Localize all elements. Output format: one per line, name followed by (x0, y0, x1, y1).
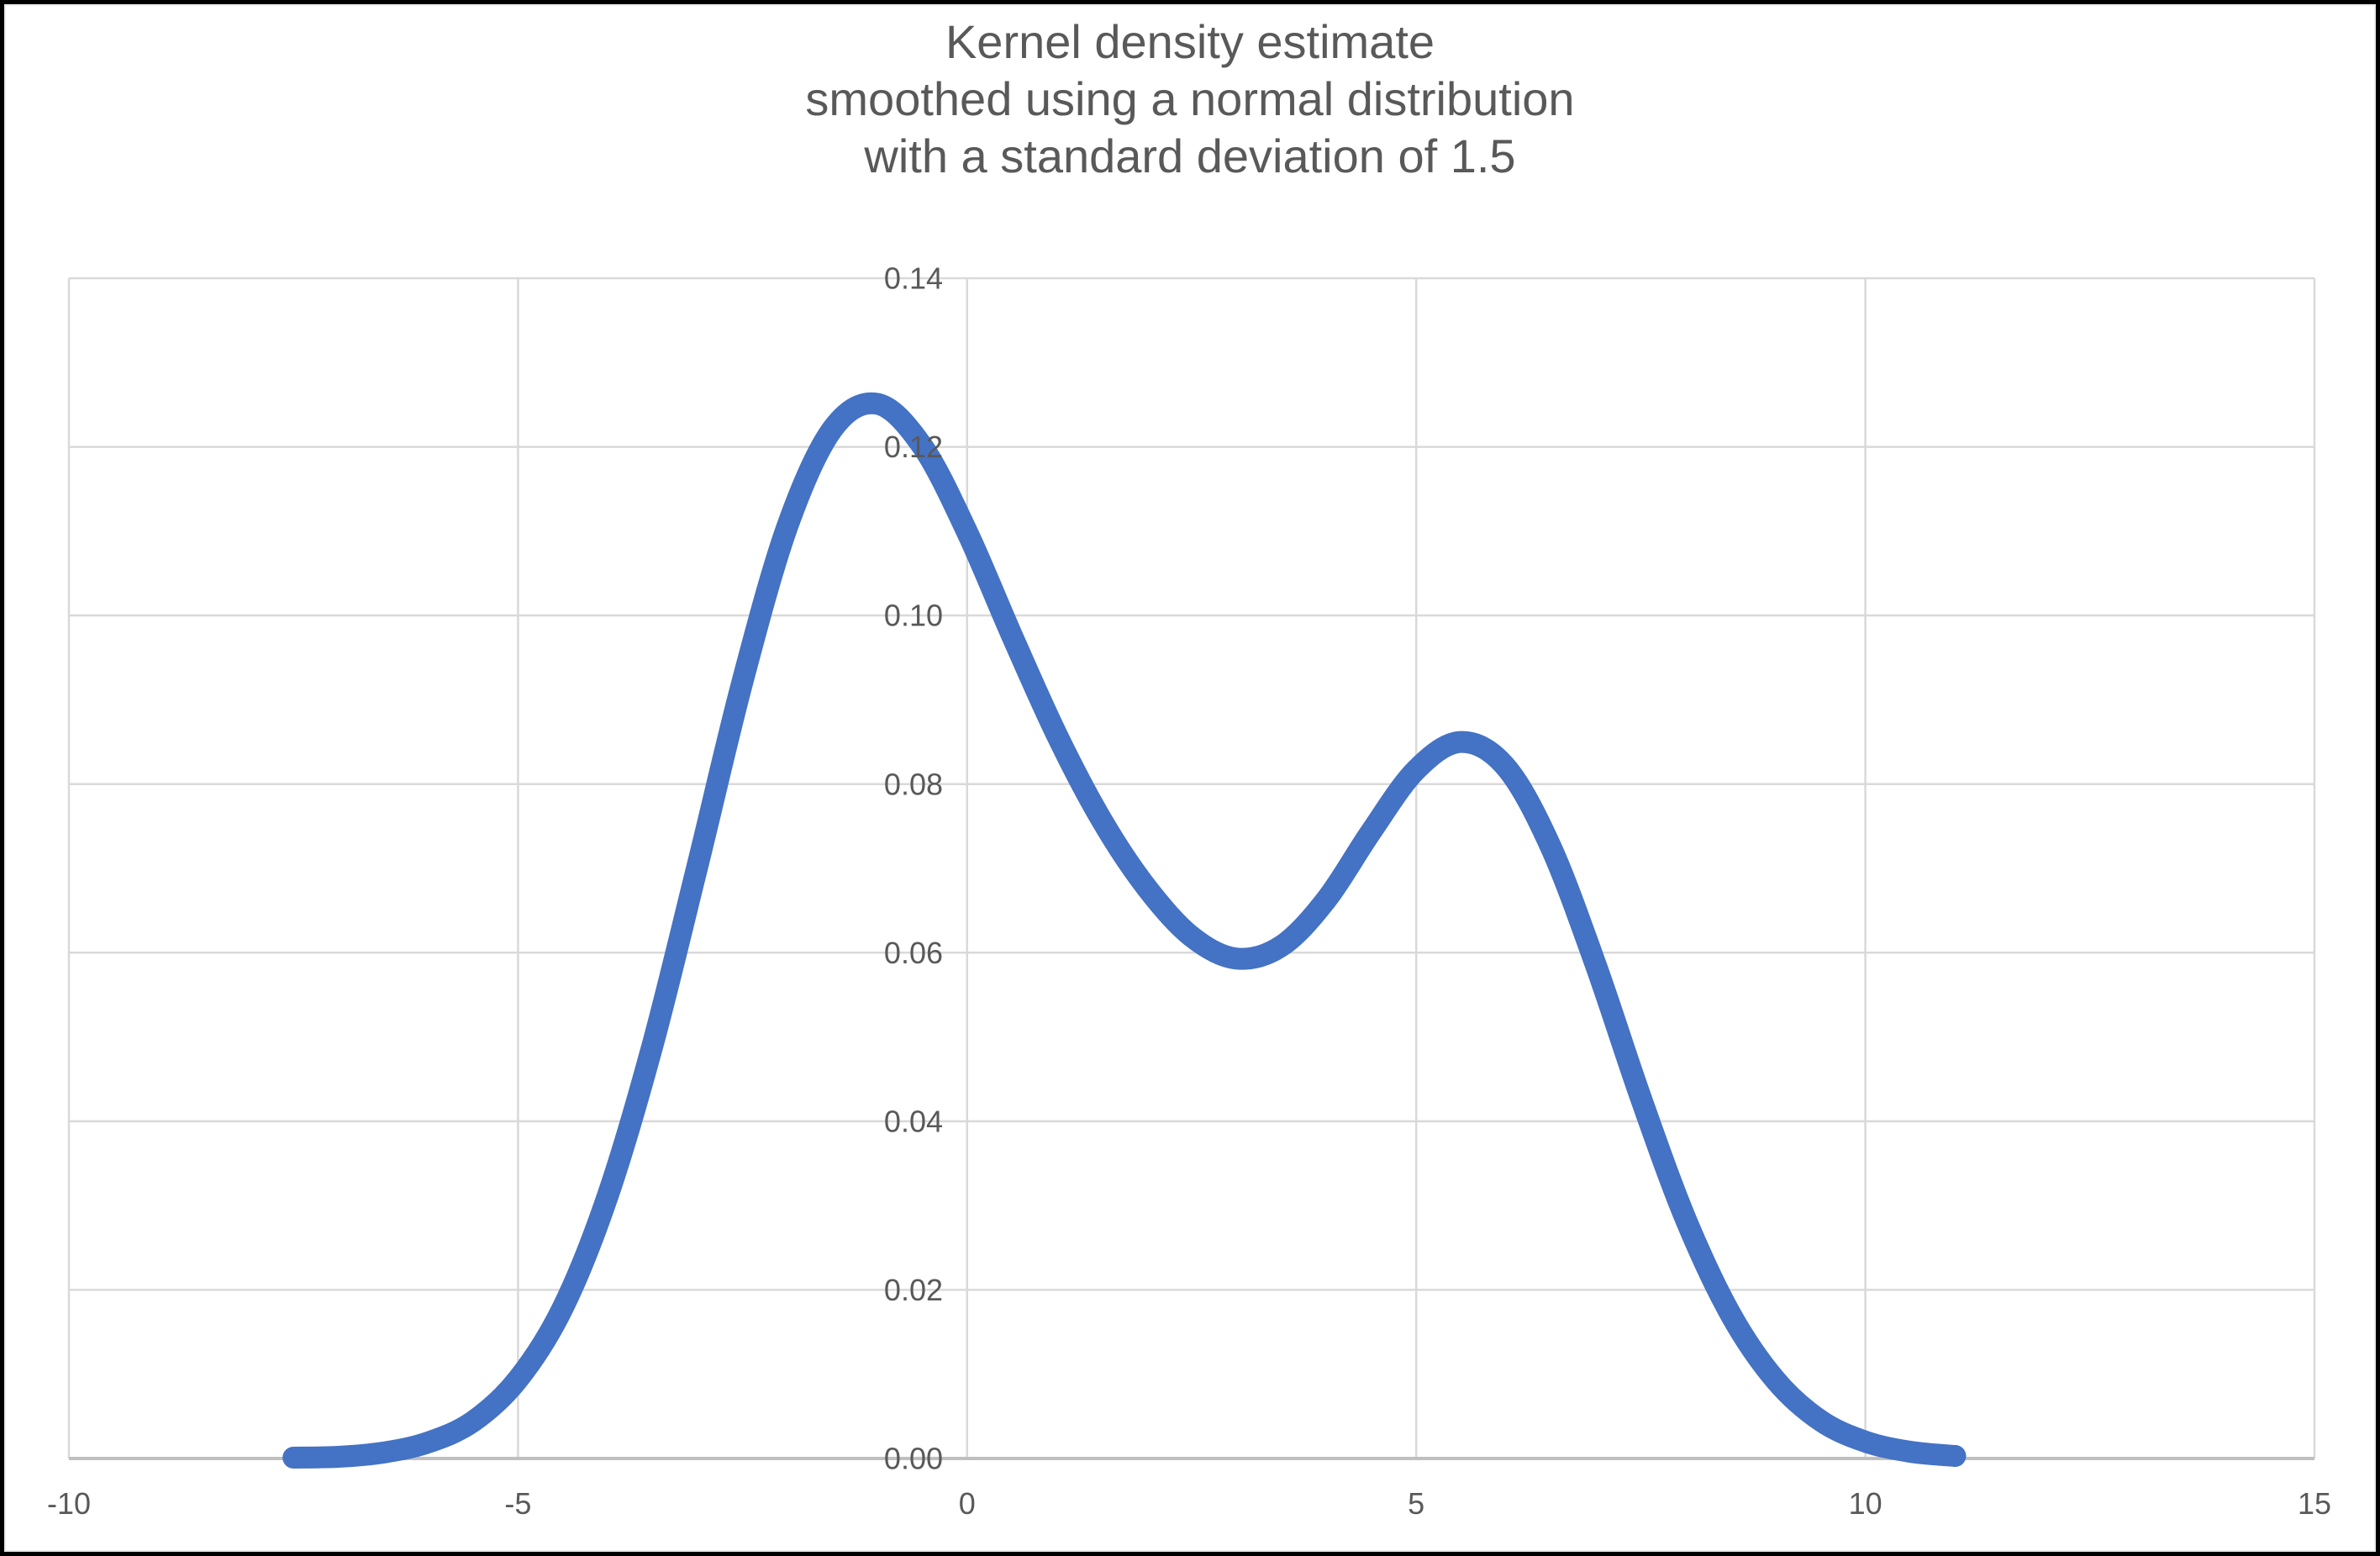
x-tick-label: -5 (504, 1486, 531, 1521)
y-tick-label: 0.08 (884, 767, 943, 801)
x-tick-label: 0 (959, 1486, 976, 1521)
y-tick-label: 0.00 (884, 1442, 943, 1476)
y-tick-label: 0.12 (884, 430, 943, 464)
y-tick-label: 0.10 (884, 599, 943, 633)
y-tick-label: 0.14 (884, 261, 943, 296)
y-tick-label: 0.02 (884, 1273, 943, 1307)
chart-title-line-1: Kernel density estimate (945, 15, 1435, 68)
x-tick-label: 5 (1408, 1486, 1424, 1521)
x-tick-label: -10 (47, 1486, 91, 1521)
kde-curve (282, 392, 1967, 1469)
gridlines (67, 277, 2316, 1458)
x-tick-label: 15 (2298, 1486, 2331, 1521)
chart-title: Kernel density estimate smoothed using a… (0, 13, 2380, 185)
chart-title-line-2: smoothed using a normal distribution (805, 72, 1575, 125)
y-tick-label: 0.04 (884, 1104, 943, 1138)
x-tick-label: 10 (1849, 1486, 1882, 1521)
chart-title-line-3: with a standard deviation of 1.5 (864, 129, 1516, 182)
x-axis-tick-labels: -10 -5 0 5 10 15 (47, 1486, 2331, 1521)
y-axis-tick-labels: 0.00 0.02 0.04 0.06 0.08 0.10 0.12 0.14 (884, 261, 943, 1476)
y-tick-label: 0.06 (884, 936, 943, 970)
